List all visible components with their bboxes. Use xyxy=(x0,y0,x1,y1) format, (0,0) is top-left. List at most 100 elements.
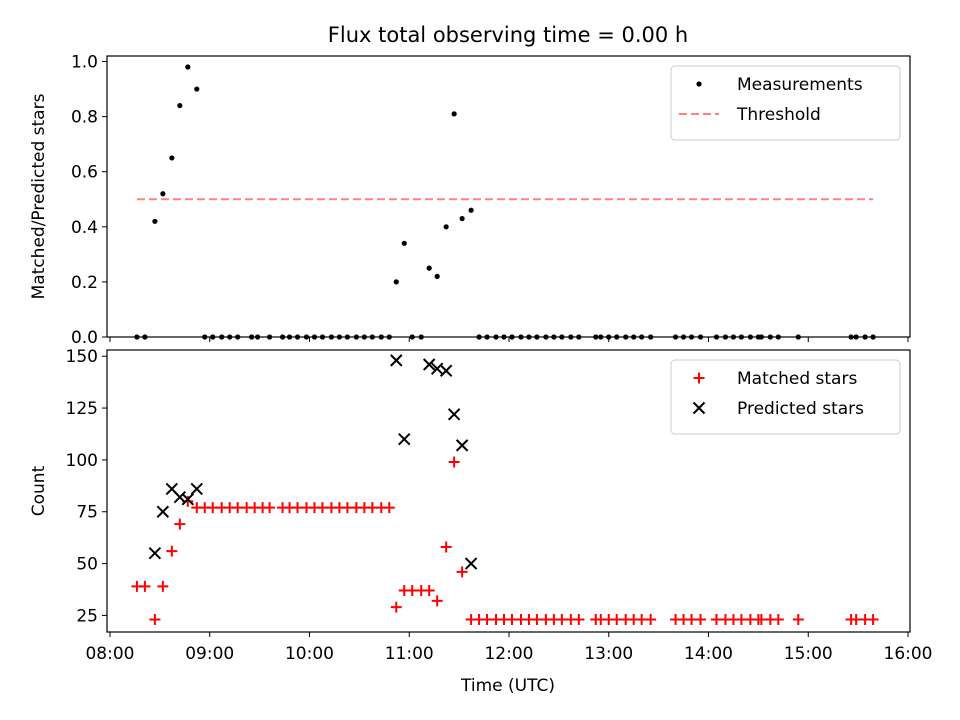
data-point xyxy=(426,265,432,271)
data-point xyxy=(303,334,310,340)
y-tick-label: 125 xyxy=(66,399,98,419)
data-point xyxy=(697,334,704,340)
data-point xyxy=(142,334,148,340)
data-point xyxy=(181,493,195,506)
data-point xyxy=(149,614,161,626)
data-point xyxy=(639,334,645,340)
data-point xyxy=(598,334,604,340)
data-point xyxy=(266,334,273,340)
data-point xyxy=(606,334,612,340)
data-point xyxy=(440,541,452,553)
data-point xyxy=(792,614,804,626)
data-point xyxy=(867,614,879,626)
series-measurements xyxy=(134,64,876,340)
data-point xyxy=(294,334,301,340)
data-point xyxy=(559,334,565,340)
series-matched-stars xyxy=(131,456,879,626)
data-point xyxy=(383,502,395,514)
data-point xyxy=(378,334,384,340)
data-point xyxy=(692,401,706,415)
x-axis-label: Time (UTC) xyxy=(460,676,555,696)
y-tick-label: 100 xyxy=(66,451,98,471)
y-tick-label: 0.2 xyxy=(71,273,98,293)
x-tick-label: 10:00 xyxy=(285,644,334,664)
data-point xyxy=(534,334,540,340)
data-point xyxy=(680,334,687,340)
legend-label: Measurements xyxy=(737,75,863,95)
data-point xyxy=(543,334,549,340)
data-point xyxy=(573,614,585,626)
data-point xyxy=(409,334,415,340)
y-tick-label: 1.0 xyxy=(71,53,98,73)
data-point xyxy=(166,545,178,557)
data-point xyxy=(160,191,166,197)
y-tick-label: 0.0 xyxy=(71,328,98,348)
data-point xyxy=(210,334,216,340)
data-point xyxy=(468,207,474,213)
data-point xyxy=(156,505,170,518)
series-predicted-stars xyxy=(148,354,478,570)
data-point xyxy=(390,601,402,613)
data-point xyxy=(134,334,140,340)
data-point xyxy=(152,218,158,224)
data-point xyxy=(157,580,169,592)
data-point xyxy=(614,334,620,340)
data-point xyxy=(423,585,435,597)
data-point xyxy=(190,482,203,496)
data-point xyxy=(853,334,859,340)
data-point xyxy=(526,334,532,340)
data-point xyxy=(772,614,784,626)
data-point xyxy=(418,334,424,340)
data-point xyxy=(795,334,801,340)
data-point xyxy=(249,334,255,340)
data-point xyxy=(439,364,453,377)
data-point xyxy=(688,334,695,340)
legend-label: Matched stars xyxy=(737,369,857,389)
data-point xyxy=(631,334,637,340)
data-point xyxy=(722,334,729,340)
data-point xyxy=(509,334,515,340)
y-tick-label: 75 xyxy=(76,503,98,523)
data-point xyxy=(747,334,753,340)
data-point xyxy=(758,334,764,340)
data-point xyxy=(455,439,469,452)
data-point xyxy=(386,334,392,340)
data-point xyxy=(185,64,191,70)
x-tick-label: 12:00 xyxy=(484,644,533,664)
data-point xyxy=(431,595,443,607)
data-point xyxy=(672,334,679,340)
data-point xyxy=(393,279,399,285)
data-point xyxy=(401,240,407,246)
data-point xyxy=(593,334,599,340)
x-tick-label: 09:00 xyxy=(185,644,234,664)
data-point xyxy=(174,518,186,530)
y-axis-label: Matched/Predicted stars xyxy=(29,93,49,299)
data-point xyxy=(336,334,343,340)
data-point xyxy=(177,102,183,109)
data-point xyxy=(551,334,557,340)
data-point xyxy=(451,111,457,117)
legend-swatch xyxy=(693,372,705,384)
data-point xyxy=(344,334,351,340)
data-point xyxy=(235,334,241,340)
y-tick-label: 0.8 xyxy=(71,108,98,128)
data-point xyxy=(361,334,367,340)
data-point xyxy=(369,334,375,340)
data-point xyxy=(713,334,720,340)
data-point xyxy=(730,334,737,340)
legend-swatch xyxy=(692,401,706,415)
data-point xyxy=(848,334,854,340)
data-point xyxy=(169,155,175,161)
data-point xyxy=(775,334,781,340)
data-point xyxy=(173,491,187,504)
data-point xyxy=(443,224,449,230)
data-point xyxy=(862,334,868,340)
data-point xyxy=(484,334,490,340)
data-point xyxy=(202,334,208,340)
x-tick-label: 16:00 xyxy=(884,644,933,664)
x-tick-label: 13:00 xyxy=(584,644,633,664)
data-point xyxy=(422,358,436,371)
x-tick-label: 11:00 xyxy=(385,644,434,664)
data-point xyxy=(139,580,151,592)
y-tick-label: 0.6 xyxy=(71,163,98,183)
